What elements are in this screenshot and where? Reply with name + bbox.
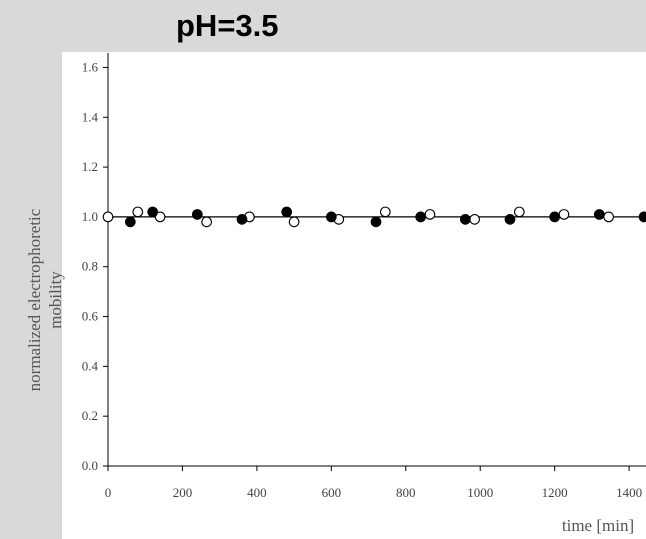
filled-data-point — [147, 206, 159, 218]
x-tick-label: 0 — [105, 485, 112, 500]
y-axis-label-line-2: mobility — [46, 271, 65, 329]
y-tick-label: 1.4 — [82, 109, 99, 124]
filled-data-point — [638, 211, 646, 223]
y-axis-label-line-1: normalized electrophoretic — [25, 208, 44, 391]
open-data-point — [379, 206, 391, 218]
y-tick-label: 1.0 — [82, 209, 98, 224]
x-tick-label: 200 — [173, 485, 193, 500]
x-tick-label: 1200 — [542, 485, 568, 500]
filled-data-point — [325, 211, 337, 223]
filled-data-point — [281, 206, 293, 218]
y-tick-label: 0.2 — [82, 408, 98, 423]
y-tick-label: 1.2 — [82, 159, 98, 174]
open-data-point — [603, 211, 614, 223]
open-data-point — [424, 209, 436, 220]
open-data-point — [154, 211, 166, 223]
open-data-point — [132, 206, 144, 218]
filled-data-point — [504, 214, 516, 225]
chart-title: pH=3.5 — [176, 8, 279, 43]
x-tick-label: 400 — [247, 485, 267, 500]
open-data-point — [102, 211, 114, 223]
y-tick-label: 0.6 — [82, 309, 99, 324]
filled-data-point — [459, 214, 471, 225]
y-tick-label: 0.8 — [82, 259, 98, 274]
filled-data-point — [593, 209, 605, 220]
open-data-point — [469, 214, 480, 225]
x-tick-label: 800 — [396, 485, 416, 500]
x-tick-label: 600 — [322, 485, 342, 500]
filled-data-point — [236, 214, 248, 225]
x-tick-label: 1000 — [467, 485, 493, 500]
filled-data-point — [415, 211, 427, 223]
plot-area-background — [62, 52, 646, 539]
open-data-point — [288, 216, 300, 228]
y-tick-label: 1.6 — [82, 59, 99, 74]
y-tick-label: 0.4 — [82, 358, 99, 373]
filled-data-point — [124, 216, 136, 228]
filled-data-point — [370, 216, 382, 228]
open-data-point — [513, 206, 525, 218]
x-axis-label: time [min] — [562, 516, 634, 535]
filled-data-point — [549, 211, 561, 223]
y-tick-label: 0.0 — [82, 458, 98, 473]
open-data-point — [558, 209, 570, 220]
filled-data-point — [191, 209, 203, 220]
open-data-point — [201, 216, 212, 228]
x-tick-label: 1400 — [616, 485, 642, 500]
